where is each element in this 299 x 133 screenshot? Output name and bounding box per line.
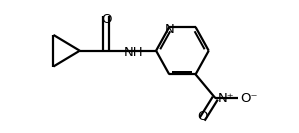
Text: O: O xyxy=(197,110,208,123)
Text: N⁺: N⁺ xyxy=(218,92,234,105)
Text: O: O xyxy=(101,13,111,26)
Text: N: N xyxy=(164,23,174,36)
Text: NH: NH xyxy=(124,46,144,59)
Text: O⁻: O⁻ xyxy=(240,92,258,105)
